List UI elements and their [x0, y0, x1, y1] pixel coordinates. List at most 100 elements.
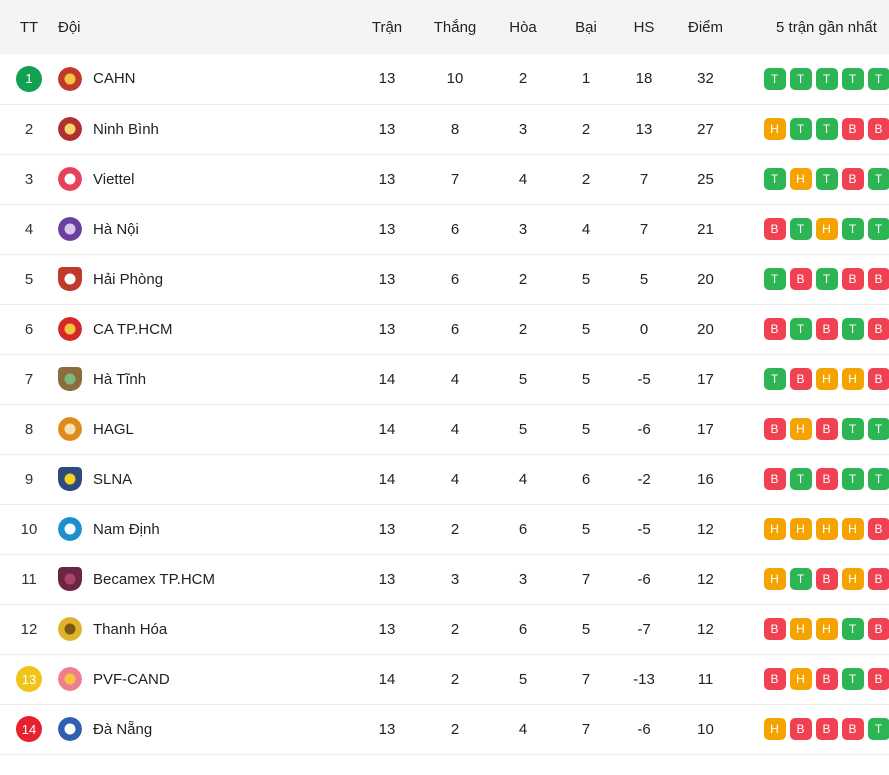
form-badge-h[interactable]: H [815, 368, 838, 390]
form-badge-h[interactable]: H [815, 618, 838, 640]
team-cell[interactable]: CA TP.HCM [58, 304, 353, 354]
table-row[interactable]: 5 Hải Phòng 13 6 2 5 5 20 T B T B B [0, 254, 889, 304]
form-badge-t[interactable]: T [815, 67, 838, 90]
form-badge-t[interactable]: T [789, 67, 812, 90]
team-cell[interactable]: SLNA [58, 454, 353, 504]
form-badge-b[interactable]: B [867, 518, 889, 540]
form-badge-t[interactable]: T [763, 368, 786, 390]
form-badge-b[interactable]: B [841, 168, 864, 190]
form-badge-t[interactable]: T [789, 218, 812, 240]
form-badge-t[interactable]: T [789, 568, 812, 590]
form-badge-b[interactable]: B [867, 318, 889, 340]
team-cell[interactable]: Nam Định [58, 504, 353, 554]
drawn-cell: 3 [518, 120, 528, 138]
form-badge-b[interactable]: B [763, 618, 786, 640]
form-badge-t[interactable]: T [867, 67, 889, 90]
form-badge-t[interactable]: T [789, 318, 812, 340]
form-badge-b[interactable]: B [841, 268, 864, 290]
form-badge-b[interactable]: B [763, 668, 786, 690]
team-cell[interactable]: Hải Phòng [58, 254, 353, 304]
form-badge-h[interactable]: H [841, 518, 864, 540]
form-badge-b[interactable]: B [867, 368, 889, 390]
form-badge-b[interactable]: B [789, 268, 812, 290]
team-cell[interactable]: Đà Nẵng [58, 704, 353, 754]
form-badge-t[interactable]: T [841, 218, 864, 240]
table-row[interactable]: 13 PVF-CAND 14 2 5 7 -13 11 B H B T B [0, 654, 889, 704]
table-row[interactable]: 11 Becamex TP.HCM 13 3 3 7 -6 12 H T B H B [0, 554, 889, 604]
form-badge-t[interactable]: T [841, 418, 864, 440]
form-badge-b[interactable]: B [763, 468, 786, 490]
form-badge-b[interactable]: B [867, 618, 889, 640]
form-badge-b[interactable]: B [867, 668, 889, 690]
team-cell[interactable]: Hà Nội [58, 204, 353, 254]
team-cell[interactable]: Ninh Bình [58, 104, 353, 154]
team-cell[interactable]: HAGL [58, 404, 353, 454]
team-wrap: HAGL [58, 417, 353, 441]
form-badge-t[interactable]: T [763, 168, 786, 190]
team-cell[interactable]: Becamex TP.HCM [58, 554, 353, 604]
team-cell[interactable]: Thanh Hóa [58, 604, 353, 654]
form-badge-h[interactable]: H [763, 718, 786, 740]
table-row[interactable]: 3 Viettel 13 7 4 2 7 25 T H T B T [0, 154, 889, 204]
form-badge-h[interactable]: H [789, 618, 812, 640]
form-badge-b[interactable]: B [815, 568, 838, 590]
table-row[interactable]: 12 Thanh Hóa 13 2 6 5 -7 12 B H H T B [0, 604, 889, 654]
form-badge-t[interactable]: T [815, 268, 838, 290]
form-badge-t[interactable]: T [867, 218, 889, 240]
form-badge-t[interactable]: T [841, 618, 864, 640]
table-row[interactable]: 9 SLNA 14 4 4 6 -2 16 B T B T T [0, 454, 889, 504]
table-row[interactable]: 14 Đà Nẵng 13 2 4 7 -6 10 H B B B T [0, 704, 889, 754]
form-badge-t[interactable]: T [841, 668, 864, 690]
form-badge-h[interactable]: H [789, 418, 812, 440]
form-badge-b[interactable]: B [815, 668, 838, 690]
form-badge-b[interactable]: B [841, 118, 864, 140]
form-badge-b[interactable]: B [867, 568, 889, 590]
form-badge-b[interactable]: B [763, 218, 786, 240]
table-row[interactable]: 7 Hà Tĩnh 14 4 5 5 -5 17 T B H H B [0, 354, 889, 404]
table-row[interactable]: 1 CAHN 13 10 2 1 18 32 T T T T T [0, 54, 889, 104]
form-badge-t[interactable]: T [815, 168, 838, 190]
table-row[interactable]: 8 HAGL 14 4 5 5 -6 17 B H B T T [0, 404, 889, 454]
team-cell[interactable]: PVF-CAND [58, 654, 353, 704]
form-badge-t[interactable]: T [789, 118, 812, 140]
form-badge-b[interactable]: B [815, 318, 838, 340]
table-row[interactable]: 4 Hà Nội 13 6 3 4 7 21 B T H T T [0, 204, 889, 254]
form-badge-t[interactable]: T [867, 718, 889, 740]
form-badge-t[interactable]: T [841, 468, 864, 490]
table-row[interactable]: 6 CA TP.HCM 13 6 2 5 0 20 B T B T B [0, 304, 889, 354]
form-badge-h[interactable]: H [763, 518, 786, 540]
form-badge-b[interactable]: B [789, 718, 812, 740]
form-badge-h[interactable]: H [789, 668, 812, 690]
form-badge-t[interactable]: T [841, 67, 864, 90]
form-badge-t[interactable]: T [867, 168, 889, 190]
table-row[interactable]: 10 Nam Định 13 2 6 5 -5 12 H H H H B [0, 504, 889, 554]
form-badge-t[interactable]: T [841, 318, 864, 340]
form-badge-h[interactable]: H [815, 518, 838, 540]
form-badge-b[interactable]: B [815, 718, 838, 740]
form-badge-h[interactable]: H [763, 118, 786, 140]
form-badge-h[interactable]: H [815, 218, 838, 240]
form-badge-b[interactable]: B [763, 418, 786, 440]
form-badge-b[interactable]: B [867, 268, 889, 290]
team-cell[interactable]: Hà Tĩnh [58, 354, 353, 404]
form-badge-b[interactable]: B [867, 118, 889, 140]
form-badge-h[interactable]: H [841, 568, 864, 590]
form-badge-t[interactable]: T [789, 468, 812, 490]
form-badge-t[interactable]: T [867, 468, 889, 490]
form-badge-t[interactable]: T [815, 118, 838, 140]
form-badge-t[interactable]: T [763, 67, 786, 90]
form-badge-h[interactable]: H [789, 518, 812, 540]
team-cell[interactable]: Viettel [58, 154, 353, 204]
form-badge-t[interactable]: T [867, 418, 889, 440]
form-badge-b[interactable]: B [815, 418, 838, 440]
form-badge-b[interactable]: B [815, 468, 838, 490]
form-badge-h[interactable]: H [841, 368, 864, 390]
table-row[interactable]: 2 Ninh Bình 13 8 3 2 13 27 H T T B B [0, 104, 889, 154]
form-badge-b[interactable]: B [789, 368, 812, 390]
form-badge-h[interactable]: H [763, 568, 786, 590]
form-badge-b[interactable]: B [841, 718, 864, 740]
form-badge-h[interactable]: H [789, 168, 812, 190]
form-badge-t[interactable]: T [763, 268, 786, 290]
team-cell[interactable]: CAHN [58, 54, 353, 104]
form-badge-b[interactable]: B [763, 318, 786, 340]
